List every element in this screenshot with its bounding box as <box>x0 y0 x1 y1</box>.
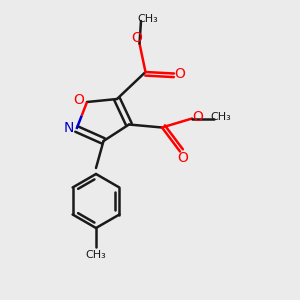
Text: CH₃: CH₃ <box>137 14 158 24</box>
Text: O: O <box>174 67 185 80</box>
Text: CH₃: CH₃ <box>211 112 232 122</box>
Text: CH₃: CH₃ <box>85 250 106 260</box>
Text: O: O <box>132 31 142 45</box>
Text: O: O <box>192 110 203 124</box>
Text: N: N <box>64 122 74 135</box>
Text: O: O <box>73 94 84 107</box>
Text: O: O <box>177 151 188 164</box>
